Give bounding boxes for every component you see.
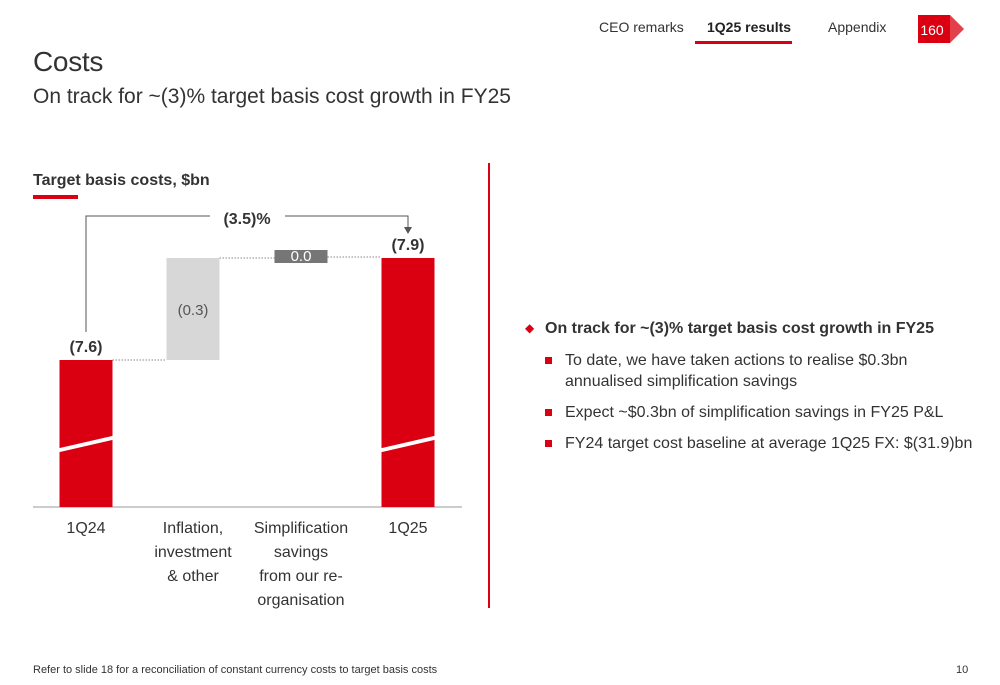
sub-bullet-text: Expect ~$0.3bn of simplification savings… — [565, 404, 944, 421]
square-bullet-icon — [545, 409, 552, 416]
nav-active-underline — [695, 41, 792, 44]
x-tick-label: 1Q24 — [66, 520, 105, 537]
value-label: 0.0 — [291, 248, 312, 265]
change-bracket — [85, 215, 210, 332]
x-tick-label: organisation — [257, 592, 344, 609]
value-label: (7.9) — [392, 237, 425, 254]
logo-text: 160 — [920, 22, 944, 38]
x-tick-label: from our re- — [259, 568, 343, 585]
change-bracket — [285, 215, 409, 228]
nav-1q25-results[interactable]: 1Q25 results — [707, 19, 792, 35]
x-tick-label: Simplification — [254, 520, 348, 537]
axis-break-mark — [377, 435, 439, 453]
sub-bullet-text: To date, we have taken actions to realis… — [565, 352, 908, 390]
sub-bullet: To date, we have taken actions to realis… — [525, 350, 975, 392]
bar-start — [59, 360, 113, 507]
bar-delta — [274, 250, 328, 263]
hsbc-160-logo: 160 — [918, 15, 964, 43]
waterfall-chart: (7.6) (0.3) 0.0 (7.9) (3.5)% 1Q24 Inflation, in… — [33, 211, 462, 609]
arrow-down-icon — [404, 227, 412, 234]
page-subtitle: On track for ~(3)% target basis cost gro… — [33, 85, 511, 108]
change-annotation: (3.5)% — [223, 211, 270, 228]
value-label: (0.3) — [178, 302, 209, 319]
bar-end — [381, 258, 435, 507]
nav-appendix[interactable]: Appendix — [828, 19, 887, 35]
main-bullet: ◆ On track for ~(3)% target basis cost g… — [525, 320, 975, 338]
sub-bullet-text: FY24 target cost baseline at average 1Q2… — [565, 435, 973, 452]
main-bullet-text: On track for ~(3)% target basis cost gro… — [545, 320, 934, 337]
x-tick-label: 1Q25 — [388, 520, 427, 537]
value-label: (7.6) — [70, 339, 103, 356]
x-tick-label: & other — [167, 568, 219, 585]
bar-delta — [166, 258, 220, 360]
footnote: Refer to slide 18 for a reconciliation o… — [33, 664, 438, 676]
chart-heading-accent-bar — [33, 195, 78, 199]
axis-break-mark — [55, 435, 117, 453]
page-title: Costs — [33, 46, 104, 77]
square-bullet-icon — [545, 440, 552, 447]
sub-bullet: Expect ~$0.3bn of simplification savings… — [525, 402, 975, 423]
top-nav: CEO remarks 1Q25 results Appendix 160 — [0, 0, 1000, 50]
x-tick-label: savings — [274, 544, 328, 561]
section-divider — [488, 163, 490, 608]
sub-bullet: FY24 target cost baseline at average 1Q2… — [525, 433, 975, 454]
page-number: 10 — [956, 664, 969, 676]
chart-heading: Target basis costs, $bn — [33, 172, 210, 189]
x-tick-label: investment — [154, 544, 232, 561]
x-tick-label: Inflation, — [163, 520, 223, 537]
square-bullet-icon — [545, 357, 552, 364]
commentary: ◆ On track for ~(3)% target basis cost g… — [525, 320, 975, 464]
diamond-bullet-icon: ◆ — [525, 321, 535, 335]
nav-ceo-remarks[interactable]: CEO remarks — [599, 19, 684, 35]
